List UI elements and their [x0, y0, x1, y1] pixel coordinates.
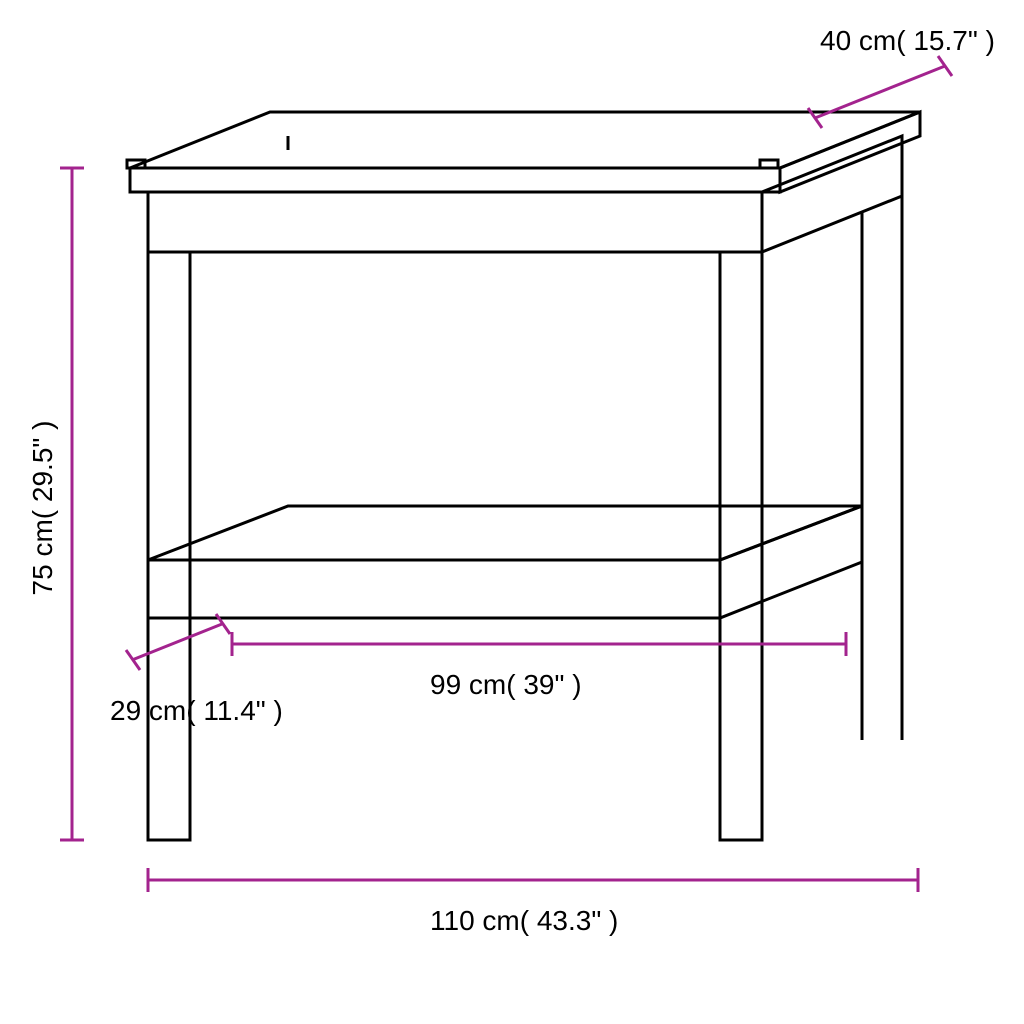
dim-width-label: 110 cm( 43.3" ) — [430, 905, 618, 936]
table-outline — [127, 112, 920, 840]
dim-depth-top-label: 40 cm( 15.7" ) — [820, 25, 995, 56]
dimensions: 40 cm( 15.7" ) 75 cm( 29.5" ) 99 cm( 39"… — [27, 25, 995, 936]
dim-width: 110 cm( 43.3" ) — [148, 868, 918, 936]
dim-height: 75 cm( 29.5" ) — [27, 168, 84, 840]
dim-shelf-depth-label: 29 cm( 11.4" ) — [110, 695, 283, 726]
dim-height-label: 75 cm( 29.5" ) — [27, 421, 58, 596]
dim-shelf-depth: 29 cm( 11.4" ) — [110, 614, 283, 726]
dim-shelf-width-label: 99 cm( 39" ) — [430, 669, 582, 700]
dimension-diagram: 40 cm( 15.7" ) 75 cm( 29.5" ) 99 cm( 39"… — [0, 0, 1024, 1024]
dim-shelf-width: 99 cm( 39" ) — [232, 632, 846, 700]
